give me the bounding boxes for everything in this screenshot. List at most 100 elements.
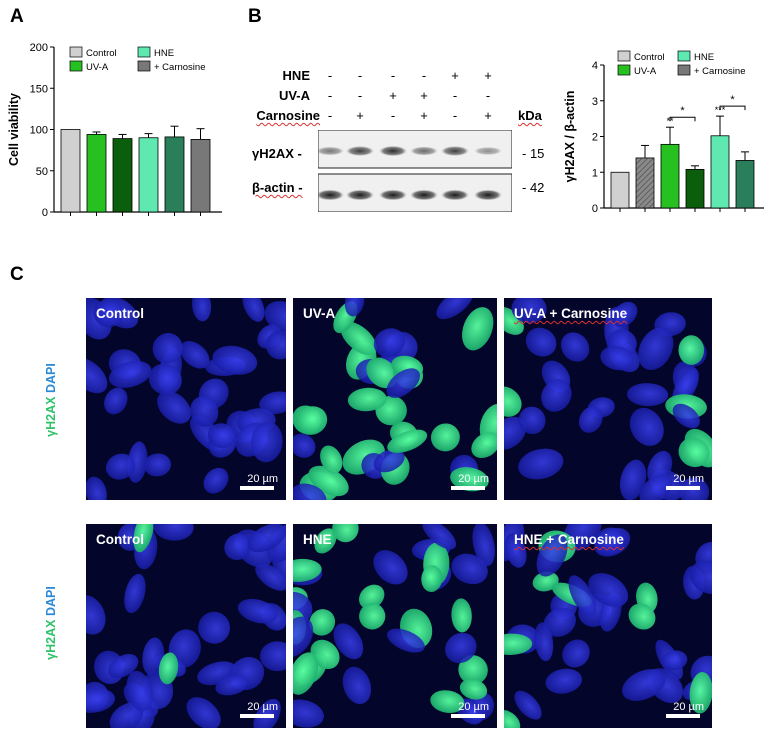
nucleus: [342, 666, 372, 705]
nuclei-image: [504, 298, 712, 500]
stain-label-row2: γH2AX DAPI: [44, 586, 58, 660]
nucleus: [109, 702, 144, 728]
nucleus: [309, 609, 336, 636]
nucleus: [622, 669, 666, 701]
legend-swatch: [617, 64, 631, 76]
blot-row-label-gh2ax: γH2AX -: [252, 146, 302, 161]
nucleus: [373, 328, 406, 357]
nucleus: [108, 360, 152, 388]
blot-row-label-bactin: β-actin -: [252, 180, 303, 195]
nucleus: [192, 298, 212, 322]
nucleus: [689, 672, 712, 714]
nucleus: [143, 453, 172, 477]
nucleus: [450, 467, 489, 492]
legend-label: + Carnosine: [154, 62, 206, 73]
chart-b: γH2AX / β-actin01234*******ControlUV-AHN…: [563, 50, 764, 215]
nucleus: [594, 527, 626, 556]
scalebar-label: 20 µm: [458, 473, 489, 485]
legend-label: + Carnosine: [694, 66, 746, 77]
nucleus: [86, 595, 106, 635]
micrograph-caption: UV-A: [303, 306, 336, 321]
nucleus: [451, 553, 488, 585]
bar-carnosine: [635, 157, 655, 209]
scalebar-label: 20 µm: [673, 473, 704, 485]
blot-band: [346, 189, 374, 201]
nucleus: [152, 332, 183, 364]
nucleus: [212, 345, 258, 375]
micrograph-hne-carnosine: HNE + Carnosine 20 µm: [504, 524, 712, 728]
bar-control: [60, 129, 81, 213]
blot-sign: -: [327, 88, 333, 103]
y-tick-label: 150: [30, 83, 48, 95]
blot-sign: -: [485, 88, 491, 103]
nucleus: [157, 390, 192, 424]
nucleus: [525, 327, 557, 357]
nucleus: [471, 432, 497, 459]
nucleus: [504, 416, 527, 450]
nucleus: [672, 403, 700, 429]
kda-header: kDa: [518, 108, 542, 123]
nucleus: [347, 387, 387, 412]
nucleus: [459, 678, 488, 700]
nucleus: [86, 688, 115, 713]
blot-kda-gh2ax: - 15: [522, 146, 545, 161]
nucleus: [142, 637, 165, 676]
blot-band: [474, 189, 502, 201]
blot-band: [441, 189, 469, 201]
nucleus: [293, 433, 316, 458]
nucleus: [514, 690, 542, 720]
legend-label: HNE: [694, 52, 714, 63]
legend-swatch: [677, 64, 691, 76]
y-axis-label: Cell viability: [7, 93, 21, 166]
nucleus: [296, 406, 328, 435]
panel-label-b: B: [248, 6, 262, 27]
legend-label: UV-A: [634, 66, 657, 77]
legend-swatch: [69, 60, 83, 72]
bracket-label: *: [730, 94, 735, 106]
bar-carnosine: [190, 139, 211, 213]
nucleus: [265, 331, 286, 360]
nucleus: [86, 357, 108, 394]
blot-treatment-hne: HNE: [282, 68, 310, 83]
legend-label: UV-A: [86, 62, 109, 73]
blot-sign: +: [451, 68, 459, 83]
blot-treatment-uva: UV-A: [278, 88, 310, 103]
y-tick-label: 100: [30, 125, 48, 137]
legend-swatch: [137, 46, 151, 58]
legend-swatch: [617, 50, 631, 62]
legend-label: Control: [86, 48, 117, 59]
chart-a: Cell viability 0 50 100 150 200 Control UV-A HNE…: [7, 42, 222, 219]
nucleus: [430, 423, 460, 452]
nucleus: [638, 327, 674, 371]
nuclei-image: [86, 298, 286, 500]
blot-band: [441, 146, 469, 156]
blot-band: [318, 146, 344, 156]
nucleus: [153, 524, 194, 541]
y-tick-label: 3: [592, 96, 598, 108]
micrograph-uva: UV-A 20 µm: [293, 298, 497, 500]
blot-sign: -: [327, 68, 333, 83]
nucleus: [629, 407, 664, 446]
nucleus: [320, 445, 343, 474]
scalebar-label: 20 µm: [673, 701, 704, 713]
nucleus: [259, 391, 286, 415]
bar-uv-a: [660, 143, 680, 209]
nucleus: [518, 448, 564, 480]
bar-control: [610, 171, 630, 209]
y-tick-label: 0: [592, 203, 598, 215]
scalebar-label: 20 µm: [247, 701, 278, 713]
nuclei-image: [86, 524, 286, 728]
nucleus: [293, 652, 319, 695]
nucleus: [104, 387, 128, 415]
micrograph-caption: Control: [96, 532, 144, 547]
nucleus: [679, 477, 710, 500]
nucleus: [628, 603, 656, 630]
blot-band: [410, 146, 438, 156]
y-tick-label: 0: [42, 207, 48, 219]
nucleus: [293, 558, 322, 582]
legend-swatch: [69, 46, 83, 58]
legend-swatch: [677, 50, 691, 62]
nucleus: [612, 301, 638, 327]
nucleus: [215, 674, 249, 696]
micrograph-control-hne-row: Control 20 µm: [86, 524, 286, 728]
